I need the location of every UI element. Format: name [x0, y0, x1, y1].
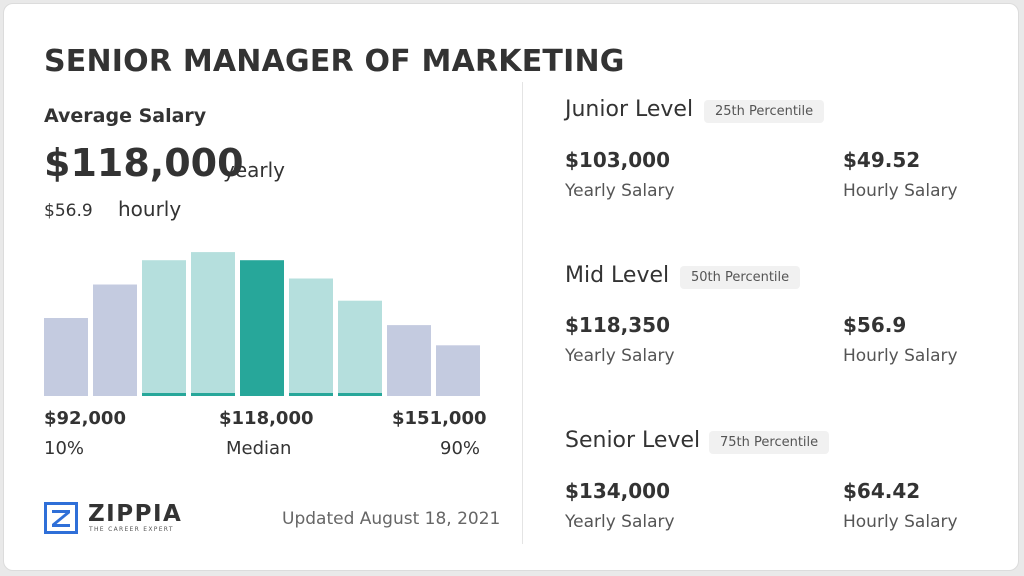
mid-hourly-label: Hourly Salary — [843, 346, 958, 366]
axis-median-label: Median — [226, 438, 292, 459]
salary-distribution-chart — [44, 252, 480, 396]
average-yearly-value: $118,000 — [44, 141, 244, 185]
salary-bar-1 — [44, 318, 88, 396]
salary-card: SENIOR MANAGER OF MARKETING Average Sala… — [3, 3, 1019, 571]
page-title: SENIOR MANAGER OF MARKETING — [44, 44, 625, 79]
logo-tagline: THE CAREER EXPERT — [89, 526, 174, 533]
senior-yearly-value: $134,000 — [565, 479, 671, 503]
axis-median-value: $118,000 — [219, 408, 314, 429]
bar-underline-4 — [191, 393, 235, 396]
salary-bar-4 — [191, 252, 235, 396]
junior-yearly-value: $103,000 — [565, 148, 671, 172]
axis-low-percent: 10% — [44, 438, 85, 459]
bar-underline-7 — [338, 393, 382, 396]
axis-low-value: $92,000 — [44, 408, 126, 429]
mid-level-title: Mid Level — [565, 263, 670, 288]
salary-bar-2 — [93, 284, 137, 396]
salary-bar-6 — [289, 278, 333, 396]
senior-hourly-label: Hourly Salary — [843, 512, 958, 532]
mid-yearly-value: $118,350 — [565, 313, 671, 337]
axis-high-value: $151,000 — [392, 408, 487, 429]
column-divider — [522, 82, 523, 544]
salary-bar-3 — [142, 260, 186, 396]
salary-bar-9 — [436, 345, 480, 396]
average-hourly-label: hourly — [118, 197, 182, 221]
junior-yearly-label: Yearly Salary — [565, 181, 675, 201]
average-hourly-value: $56.9 — [44, 201, 93, 221]
bar-underline-6 — [289, 393, 333, 396]
salary-bar-8 — [387, 325, 431, 396]
logo-wordmark: ZIPPIA — [88, 501, 183, 527]
senior-percentile-badge: 75th Percentile — [709, 431, 830, 454]
junior-hourly-label: Hourly Salary — [843, 181, 958, 201]
senior-level-title: Senior Level — [565, 428, 701, 453]
salary-bar-7 — [338, 300, 382, 396]
bar-underline-3 — [142, 393, 186, 396]
mid-yearly-label: Yearly Salary — [565, 346, 675, 366]
senior-yearly-label: Yearly Salary — [565, 512, 675, 532]
updated-date: Updated August 18, 2021 — [282, 509, 501, 529]
zippia-z-icon — [44, 502, 78, 534]
mid-hourly-value: $56.9 — [843, 313, 907, 337]
average-salary-label: Average Salary — [44, 105, 207, 127]
salary-bar-5 — [240, 260, 284, 396]
mid-percentile-badge: 50th Percentile — [680, 266, 801, 289]
junior-hourly-value: $49.52 — [843, 148, 921, 172]
senior-hourly-value: $64.42 — [843, 479, 921, 503]
axis-high-percent: 90% — [440, 438, 481, 459]
junior-percentile-badge: 25th Percentile — [704, 100, 825, 123]
average-yearly-label: yearly — [223, 158, 286, 182]
junior-level-title: Junior Level — [565, 97, 694, 122]
